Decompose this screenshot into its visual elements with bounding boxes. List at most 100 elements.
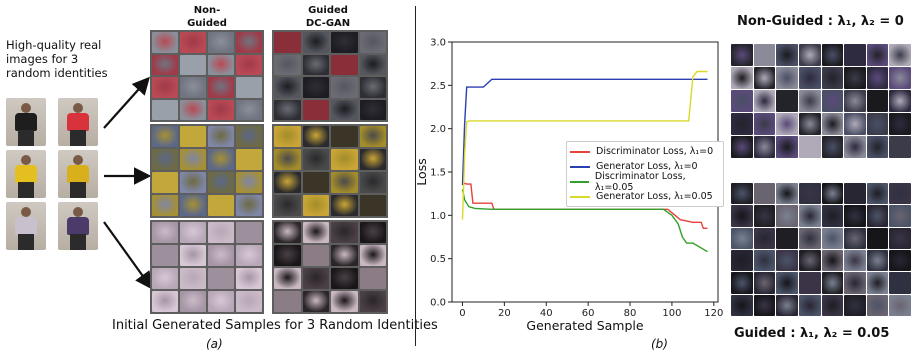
generated-sample (236, 222, 262, 243)
sample-thumbnail (844, 67, 866, 89)
generated-sample (236, 291, 262, 312)
generated-sample (152, 172, 178, 193)
sample-thumbnail (844, 136, 866, 158)
generated-sample (208, 54, 234, 75)
sample-thumbnail (776, 113, 798, 135)
sample-thumbnail (821, 90, 844, 112)
sample-thumbnail (753, 136, 776, 158)
legend-swatch (570, 195, 590, 198)
generated-sample (152, 291, 178, 312)
sample-thumbnail (821, 294, 844, 316)
sample-thumbnail (753, 113, 776, 135)
generated-sample (359, 149, 386, 170)
generated-sample (152, 195, 178, 216)
generated-sample (359, 195, 386, 216)
generated-sample (236, 195, 262, 216)
generated-sample (152, 268, 178, 289)
generated-sample (236, 172, 262, 193)
sample-thumbnail (798, 272, 821, 294)
generated-sample (331, 149, 358, 170)
generated-sample (331, 245, 358, 266)
legend-label: Discriminator Loss, λ₁=0.05 (594, 170, 686, 193)
y-tick-label: 3.0 (430, 38, 446, 49)
sample-thumbnail (731, 67, 753, 89)
sample-thumbnail (776, 272, 798, 294)
generated-sample (152, 99, 178, 120)
legend-label: Generator Loss, λ₁=0 (596, 161, 698, 172)
guided-column-label: Guided DC-GAN (305, 5, 351, 29)
generated-sample (274, 32, 301, 53)
sample-thumbnail (844, 113, 866, 135)
generated-sample (236, 149, 262, 170)
sample-thumbnail (798, 136, 821, 158)
sample-thumbnail (776, 294, 798, 316)
panel-label-b: (b) (651, 337, 668, 351)
arrow-1 (103, 76, 150, 129)
sample-thumbnail (866, 136, 889, 158)
generated-sample (302, 54, 329, 75)
real-image-3-1 (6, 202, 46, 250)
generated-sample (302, 172, 329, 193)
x-tick-label: 100 (662, 308, 681, 319)
generated-sample (302, 291, 329, 312)
generated-sample (208, 195, 234, 216)
x-axis-label: Generated Sample (526, 318, 643, 332)
generated-sample (359, 99, 386, 120)
generated-sample (274, 291, 301, 312)
sample-thumbnail (866, 294, 889, 316)
y-tick-label: 1.5 (430, 168, 446, 179)
sample-thumbnail (821, 205, 844, 227)
generated-sample (331, 77, 358, 98)
generated-sample (180, 291, 206, 312)
sample-thumbnail (844, 205, 866, 227)
guided-title: Guided : λ₁, λ₂ = 0.05 (734, 326, 890, 341)
y-axis-label: Loss (416, 158, 429, 185)
generated-sample (152, 77, 178, 98)
generated-sample (208, 99, 234, 120)
sample-thumbnail (866, 250, 889, 272)
generated-sample (331, 54, 358, 75)
sample-thumbnail (753, 90, 776, 112)
sample-thumbnail (731, 227, 753, 249)
sample-thumbnail (866, 272, 889, 294)
real-image-1-1 (6, 98, 46, 146)
generated-sample (274, 99, 301, 120)
series-line-4 (461, 70, 708, 220)
sample-thumbnail (866, 44, 889, 66)
guided-sample-grid (731, 183, 911, 316)
generated-sample (359, 222, 386, 243)
generated-sample (331, 126, 358, 147)
sample-thumbnail (776, 227, 798, 249)
generated-sample (236, 54, 262, 75)
generated-sample (208, 172, 234, 193)
sample-thumbnail (889, 183, 911, 205)
generated-sample (274, 222, 301, 243)
sample-thumbnail (776, 250, 798, 272)
chart-legend: Discriminator Loss, λ₁=0 Generator Loss, … (566, 141, 724, 207)
generated-sample (302, 99, 329, 120)
sample-thumbnail (731, 90, 753, 112)
intro-text: High-quality real images for 3 random id… (6, 38, 108, 80)
x-tick-label: 40 (540, 308, 553, 319)
y-tick-label: 2.5 (430, 81, 446, 92)
generated-sample (302, 222, 329, 243)
generated-sample (274, 126, 301, 147)
generated-sample (208, 149, 234, 170)
non-guided-sample-grid (731, 44, 911, 158)
generated-sample (208, 32, 234, 53)
sample-thumbnail (776, 205, 798, 227)
generated-sample (236, 32, 262, 53)
sample-thumbnail (731, 44, 753, 66)
arrows (103, 76, 153, 290)
sample-thumbnail (753, 183, 776, 205)
generated-sample (208, 291, 234, 312)
y-tick-label: 0.0 (430, 298, 446, 309)
real-image-2-1 (6, 150, 46, 198)
sample-thumbnail (844, 227, 866, 249)
generated-sample (236, 126, 262, 147)
generated-sample (302, 126, 329, 147)
legend-label: Generator Loss, λ₁=0.05 (596, 191, 713, 202)
sample-thumbnail (731, 272, 753, 294)
legend-swatch (570, 180, 589, 183)
sample-thumbnail (731, 113, 753, 135)
